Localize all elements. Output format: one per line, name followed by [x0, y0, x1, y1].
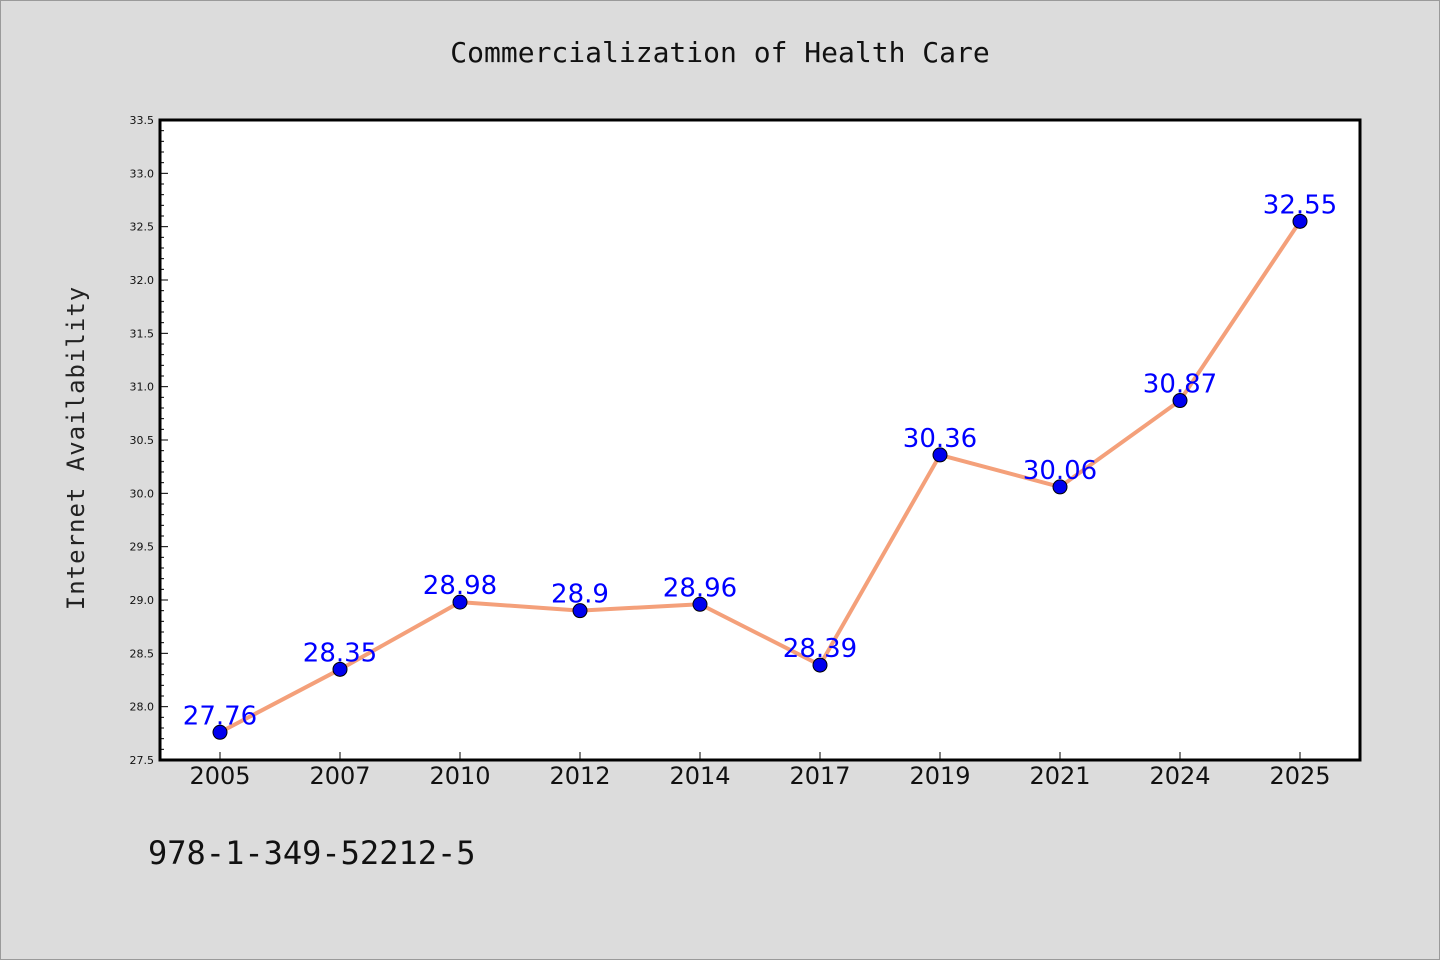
y-tick-label: 28.0: [130, 701, 155, 714]
x-tick-label: 2024: [1149, 762, 1210, 790]
x-tick-label: 2025: [1269, 762, 1330, 790]
data-point: [812, 657, 828, 673]
x-tick-label: 2019: [909, 762, 970, 790]
series-line: [219, 220, 1302, 735]
y-tick-label: 31.0: [130, 381, 155, 394]
data-label: 27.76: [183, 701, 257, 731]
data-point: [692, 596, 708, 612]
data-point: [212, 724, 228, 740]
series-layer: [212, 213, 1308, 740]
y-tick-label: 29.5: [130, 541, 155, 554]
data-label: 28.98: [423, 571, 497, 601]
y-tick-label: 31.5: [130, 327, 155, 340]
data-point: [1052, 479, 1068, 495]
data-label: 28.35: [303, 638, 377, 668]
plot-frame: [158, 118, 1362, 762]
data-label: 32.55: [1263, 190, 1337, 220]
data-label: 30.36: [903, 424, 977, 454]
data-point: [332, 661, 348, 677]
y-tick-label: 33.0: [130, 167, 155, 180]
data-label: 30.87: [1143, 370, 1217, 400]
x-tick-label: 2012: [549, 762, 610, 790]
y-tick-label: 27.5: [130, 754, 155, 767]
y-tick-label: 32.0: [130, 274, 155, 287]
y-tick-label: 32.5: [130, 221, 155, 234]
x-axis: 2005 2007 2010 2012 2014 2017 2019 2021 2024 2025: [189, 752, 1331, 790]
data-label: 28.9: [551, 580, 609, 610]
data-point: [932, 447, 948, 463]
data-point: [1292, 213, 1308, 229]
y-axis-label: Internet Availability: [62, 286, 90, 610]
data-point: [452, 594, 468, 610]
y-tick-label: 29.0: [130, 594, 155, 607]
x-tick-label: 2005: [189, 762, 250, 790]
x-tick-label: 2017: [789, 762, 850, 790]
data-label: 28.96: [663, 573, 737, 603]
data-point: [572, 603, 588, 619]
data-point: [1172, 393, 1188, 409]
x-tick-label: 2007: [309, 762, 370, 790]
x-tick-label: 2021: [1029, 762, 1090, 790]
data-labels: 27.76 28.35 28.98 28.9 28.96 28.39 30.36 30.06 3…: [183, 190, 1337, 731]
y-axis: 27.5 28.0 28.5 29.0 29.5 30.0 30.5 31.0 31.5 32.0…: [130, 114, 168, 767]
y-tick-label: 30.0: [130, 487, 155, 500]
data-label: 28.39: [783, 634, 857, 664]
y-tick-label: 30.5: [130, 434, 155, 447]
footnote-isbn: 978-1-349-52212-5: [148, 834, 476, 872]
y-tick-label: 28.5: [130, 647, 155, 660]
plot-area: [160, 120, 1360, 760]
chart-title: Commercialization of Health Care: [450, 36, 989, 69]
x-tick-label: 2010: [429, 762, 490, 790]
y-tick-label: 33.5: [130, 114, 155, 127]
data-label: 30.06: [1023, 456, 1097, 486]
x-tick-label: 2014: [669, 762, 730, 790]
